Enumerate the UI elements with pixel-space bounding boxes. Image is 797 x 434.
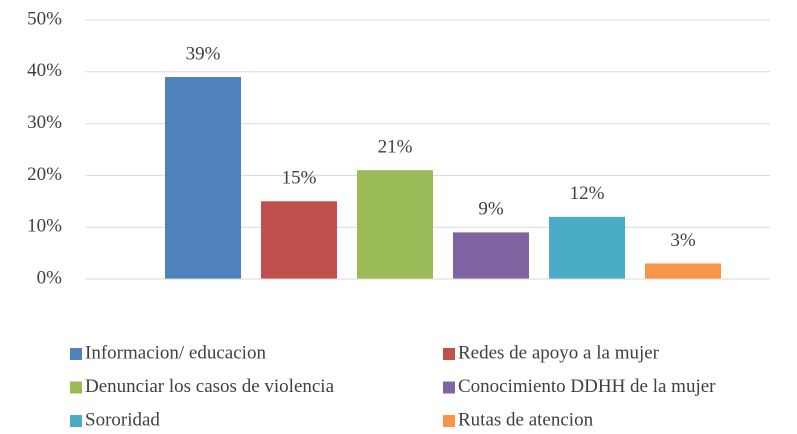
data-label: 3%: [670, 230, 696, 251]
legend-label: Redes de apoyo a la mujer: [458, 342, 660, 363]
legend-label: Informacion/ educacion: [85, 342, 266, 363]
bar: [645, 263, 721, 279]
bar: [165, 76, 241, 279]
legend-label: Sororidad: [85, 409, 160, 430]
y-tick-label: 20%: [27, 164, 62, 185]
y-tick-label: 40%: [27, 60, 62, 81]
y-tick-label: 50%: [27, 8, 62, 29]
data-label: 39%: [186, 43, 221, 64]
legend-label: Conocimiento DDHH de la mujer: [458, 376, 716, 397]
legend-swatch: [443, 348, 455, 360]
y-tick-label: 10%: [27, 216, 62, 237]
legend-swatch: [443, 381, 455, 394]
bar: [261, 201, 337, 279]
legend-swatch: [443, 415, 455, 427]
y-tick-label: 30%: [27, 112, 62, 133]
legend-label: Rutas de atencion: [458, 409, 594, 430]
legend-label: Denunciar los casos de violencia: [85, 376, 335, 397]
data-label: 15%: [282, 168, 317, 189]
legend-swatch: [70, 381, 82, 394]
bar: [357, 170, 433, 279]
data-label: 21%: [378, 137, 413, 158]
bar: [453, 232, 529, 279]
bar: [549, 216, 625, 279]
data-label: 12%: [570, 183, 605, 204]
legend-swatch: [70, 348, 82, 360]
y-tick-label: 0%: [37, 267, 63, 288]
legend-swatch: [70, 415, 82, 427]
data-label: 9%: [478, 199, 504, 220]
